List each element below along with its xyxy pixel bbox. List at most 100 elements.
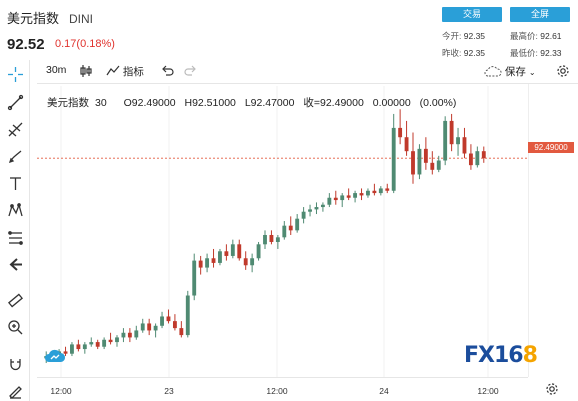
- candle-body: [423, 148, 428, 163]
- candle-body: [314, 207, 319, 210]
- candle-body: [275, 237, 280, 242]
- stat-high: 最高价: 92.61: [510, 31, 562, 41]
- zoom-in-icon[interactable]: [4, 317, 26, 337]
- candle-body: [115, 337, 119, 343]
- candle: [378, 186, 383, 196]
- candle-body: [468, 153, 473, 166]
- last-price-tag: 92.49000: [528, 142, 574, 153]
- candle-body: [218, 251, 222, 263]
- candle-body: [121, 332, 126, 338]
- candle-body: [436, 160, 441, 170]
- candle: [108, 332, 113, 345]
- pattern-tool-icon[interactable]: [4, 200, 26, 220]
- fork-tool-icon[interactable]: [4, 119, 26, 139]
- candle-body: [263, 234, 267, 245]
- time-axis: 12:00 23 12:00 24 12:00: [37, 377, 528, 397]
- candle: [140, 318, 145, 333]
- candle-body: [366, 190, 370, 196]
- candle: [456, 127, 460, 156]
- interval-selector[interactable]: 30m: [46, 64, 67, 76]
- candlestick-chart[interactable]: [37, 86, 528, 377]
- fullscreen-button[interactable]: 全屏: [510, 7, 570, 22]
- candle: [301, 207, 306, 224]
- legend-high: H92.51000: [184, 97, 236, 109]
- x-label: 24: [379, 386, 389, 396]
- chevron-down-icon: ⌄: [528, 68, 536, 77]
- indicators-button[interactable]: 指标: [106, 64, 144, 79]
- candle-body: [243, 258, 248, 266]
- candle-body: [172, 321, 177, 329]
- magnet-icon[interactable]: [4, 354, 26, 374]
- candle: [269, 230, 274, 245]
- ruler-icon[interactable]: [4, 290, 26, 310]
- trade-button[interactable]: 交易: [442, 7, 502, 22]
- candle: [147, 318, 152, 336]
- candle-body: [166, 316, 171, 322]
- fib-tool-icon[interactable]: [4, 227, 26, 247]
- candle: [127, 328, 132, 343]
- candle-body: [385, 188, 390, 191]
- axis-settings-icon[interactable]: [545, 382, 559, 396]
- candle-body: [95, 342, 100, 347]
- legend-name: 美元指数: [47, 97, 89, 109]
- lock-pen-icon[interactable]: [4, 380, 26, 400]
- settings-gear-icon[interactable]: [556, 64, 570, 81]
- candle: [256, 241, 261, 261]
- text-tool-icon[interactable]: [4, 173, 26, 193]
- stat-prev-close: 昨收: 92.35: [442, 48, 486, 58]
- candle: [282, 221, 287, 240]
- save-label: 保存: [504, 66, 526, 78]
- candle: [359, 188, 364, 201]
- candle: [372, 183, 377, 196]
- instrument-code: DINI: [69, 12, 94, 26]
- candle: [404, 120, 409, 156]
- crosshair-icon[interactable]: [4, 64, 26, 84]
- candle: [205, 253, 210, 273]
- cloud-icon[interactable]: [44, 348, 66, 364]
- candle: [411, 132, 415, 184]
- instrument-name: 美元指数: [7, 11, 60, 26]
- candle: [76, 339, 81, 352]
- candle-type-icon[interactable]: [79, 64, 93, 81]
- drawing-tools-bar: [0, 60, 30, 401]
- indicators-label: 指标: [122, 66, 144, 78]
- legend-change: 0.00000: [372, 97, 411, 109]
- candle: [475, 146, 480, 168]
- candle-body: [346, 195, 351, 198]
- fx168-logo: FX168: [464, 343, 538, 368]
- candle: [153, 323, 158, 338]
- candle: [308, 204, 312, 217]
- candle: [230, 239, 235, 259]
- price-axis-divider: [528, 84, 529, 377]
- candle-body: [153, 325, 158, 331]
- legend-interval: 30: [95, 97, 107, 109]
- candle-body: [443, 120, 448, 161]
- candle: [436, 155, 441, 173]
- trendline-icon[interactable]: [4, 92, 26, 112]
- legend-change-pct: (0.00%): [419, 97, 457, 109]
- candle-body: [63, 351, 68, 354]
- candle-body: [320, 204, 325, 208]
- candle-body: [378, 188, 383, 194]
- candle: [115, 335, 119, 347]
- candle-body: [456, 137, 460, 145]
- redo-icon[interactable]: [183, 64, 197, 79]
- undo-icon[interactable]: [161, 64, 175, 79]
- candle: [430, 151, 435, 175]
- chart-toolbar: 30m 指标 保存 ⌄: [37, 60, 578, 84]
- candle: [481, 146, 486, 163]
- candle: [192, 253, 197, 301]
- brush-icon[interactable]: [4, 146, 26, 166]
- save-button[interactable]: 保存 ⌄: [484, 64, 536, 79]
- candle: [172, 314, 177, 331]
- candle-body: [224, 251, 229, 256]
- candle-body: [359, 193, 364, 196]
- back-arrow-icon[interactable]: [4, 254, 26, 274]
- candle-body: [198, 260, 203, 268]
- candle: [353, 190, 358, 203]
- candle-body: [398, 127, 403, 138]
- candle-body: [475, 151, 480, 166]
- candle: [198, 255, 203, 275]
- candle: [275, 234, 280, 249]
- candle-body: [147, 323, 152, 331]
